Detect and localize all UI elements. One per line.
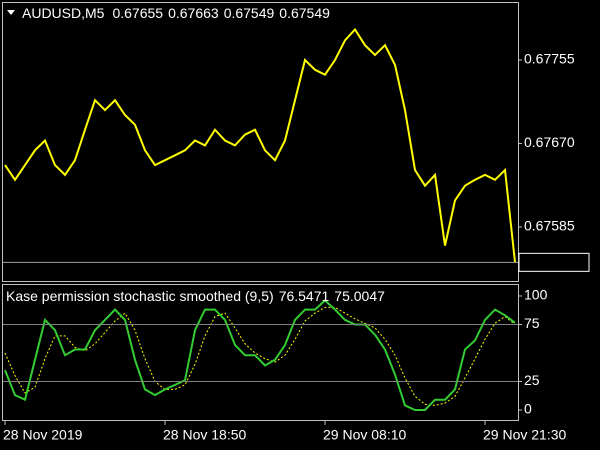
- y-tick-label: 0.67585: [524, 218, 575, 234]
- low: 0.67549: [224, 5, 275, 21]
- symbol: AUDUSD,M5: [22, 5, 105, 21]
- y-tick-label: 75: [524, 315, 540, 331]
- y-tick-label: 100: [524, 287, 548, 303]
- y-tick-label: 0.67755: [524, 51, 575, 67]
- price-panel: [2, 2, 519, 282]
- x-tick-label: 29 Nov 08:10: [323, 427, 406, 443]
- y-tick-label: 0: [524, 401, 532, 417]
- indicator-signal: 75.0047: [334, 288, 385, 304]
- indicator-value: 76.5471: [279, 288, 330, 304]
- high: 0.67663: [168, 5, 219, 21]
- last-price-box: [518, 252, 590, 272]
- indicator-panel: [2, 284, 519, 421]
- series-line: [4, 27, 516, 263]
- series-line: [4, 299, 516, 411]
- open: 0.67655: [112, 5, 163, 21]
- x-tick-label: 28 Nov 2019: [3, 427, 83, 443]
- price-header: AUDUSD,M5 0.67655 0.67663 0.67549 0.67549: [22, 5, 330, 21]
- x-tick-label: 29 Nov 21:30: [483, 427, 566, 443]
- x-tick-label: 28 Nov 18:50: [163, 427, 246, 443]
- close: 0.67549: [279, 5, 330, 21]
- indicator-header: Kase permission stochastic smoothed (9,5…: [6, 288, 385, 304]
- indicator-title: Kase permission stochastic smoothed (9,5…: [6, 288, 274, 304]
- menu-arrow[interactable]: [7, 10, 15, 15]
- y-tick-label: 25: [524, 372, 540, 388]
- y-tick-label: 0.67670: [524, 134, 575, 150]
